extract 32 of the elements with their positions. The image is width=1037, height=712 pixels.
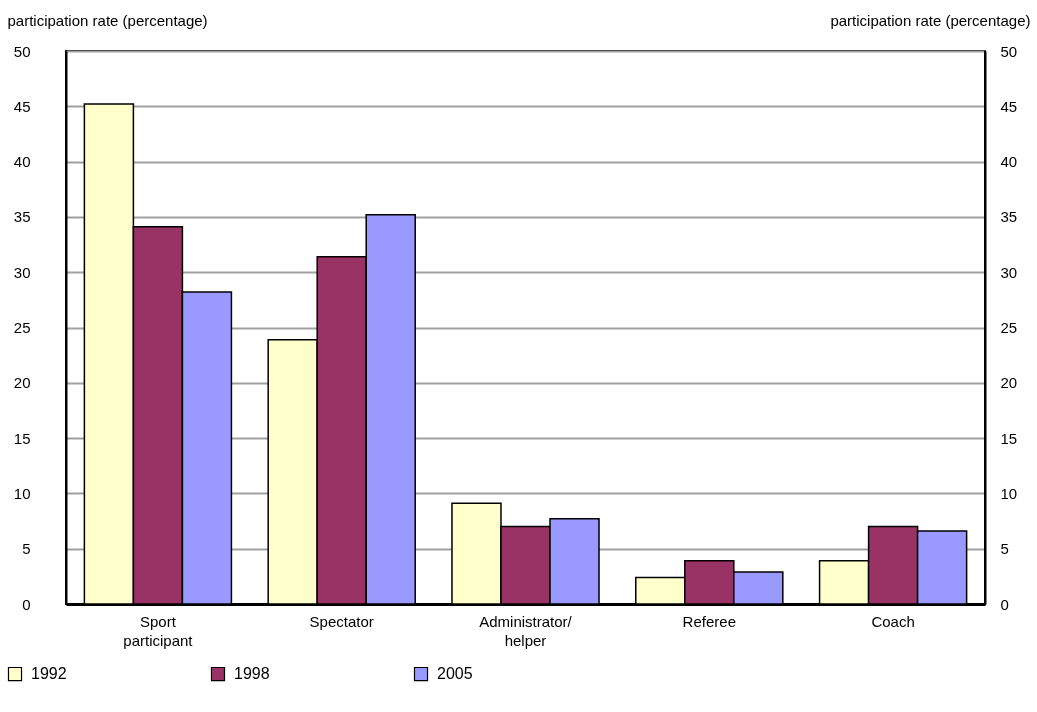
y2-tick-label: 30 [1000,263,1018,281]
y2-tick-label: 25 [1000,319,1018,336]
y-tick-label: 35 [13,208,31,226]
y-tick-label: 45 [13,97,31,115]
x-tick-label: Referee [682,612,736,630]
y2-tick-label: 0 [1000,595,1009,613]
y-tick-label: 50 [13,42,31,60]
y2-tick-label: 45 [1000,97,1018,115]
x-tick-label: Spectator [309,612,374,630]
x-tick-label: Coach [871,612,915,630]
y2-tick-label: 50 [1000,42,1018,60]
y-tick-label: 15 [13,429,31,447]
y2-tick-label: 10 [1000,484,1018,502]
y-tick-label: 10 [13,484,31,502]
y-axis-title: participation rate (percentage) [7,11,208,29]
y-tick-label: 30 [13,263,31,281]
y2-tick-label: 40 [1000,153,1018,171]
y2-tick-label: 5 [1000,540,1009,558]
y-tick-label: 0 [22,595,31,613]
x-tick-label: Sport participant [123,612,194,649]
legend-label: 2005 [437,665,473,683]
y-tick-label: 20 [13,374,31,392]
y2-tick-label: 15 [1000,429,1018,447]
legend-label: 1998 [234,665,270,683]
y2-tick-label: 35 [1000,208,1018,226]
y-tick-label: 40 [13,153,31,171]
legend-label: 1992 [31,665,67,683]
y2-tick-label: 20 [1000,374,1018,392]
x-tick-label: Administrator/helper [479,612,573,649]
y-tick-label: 25 [13,319,31,336]
y2-axis-title: participation rate (percentage) [830,11,1031,29]
y-tick-label: 5 [22,540,31,558]
